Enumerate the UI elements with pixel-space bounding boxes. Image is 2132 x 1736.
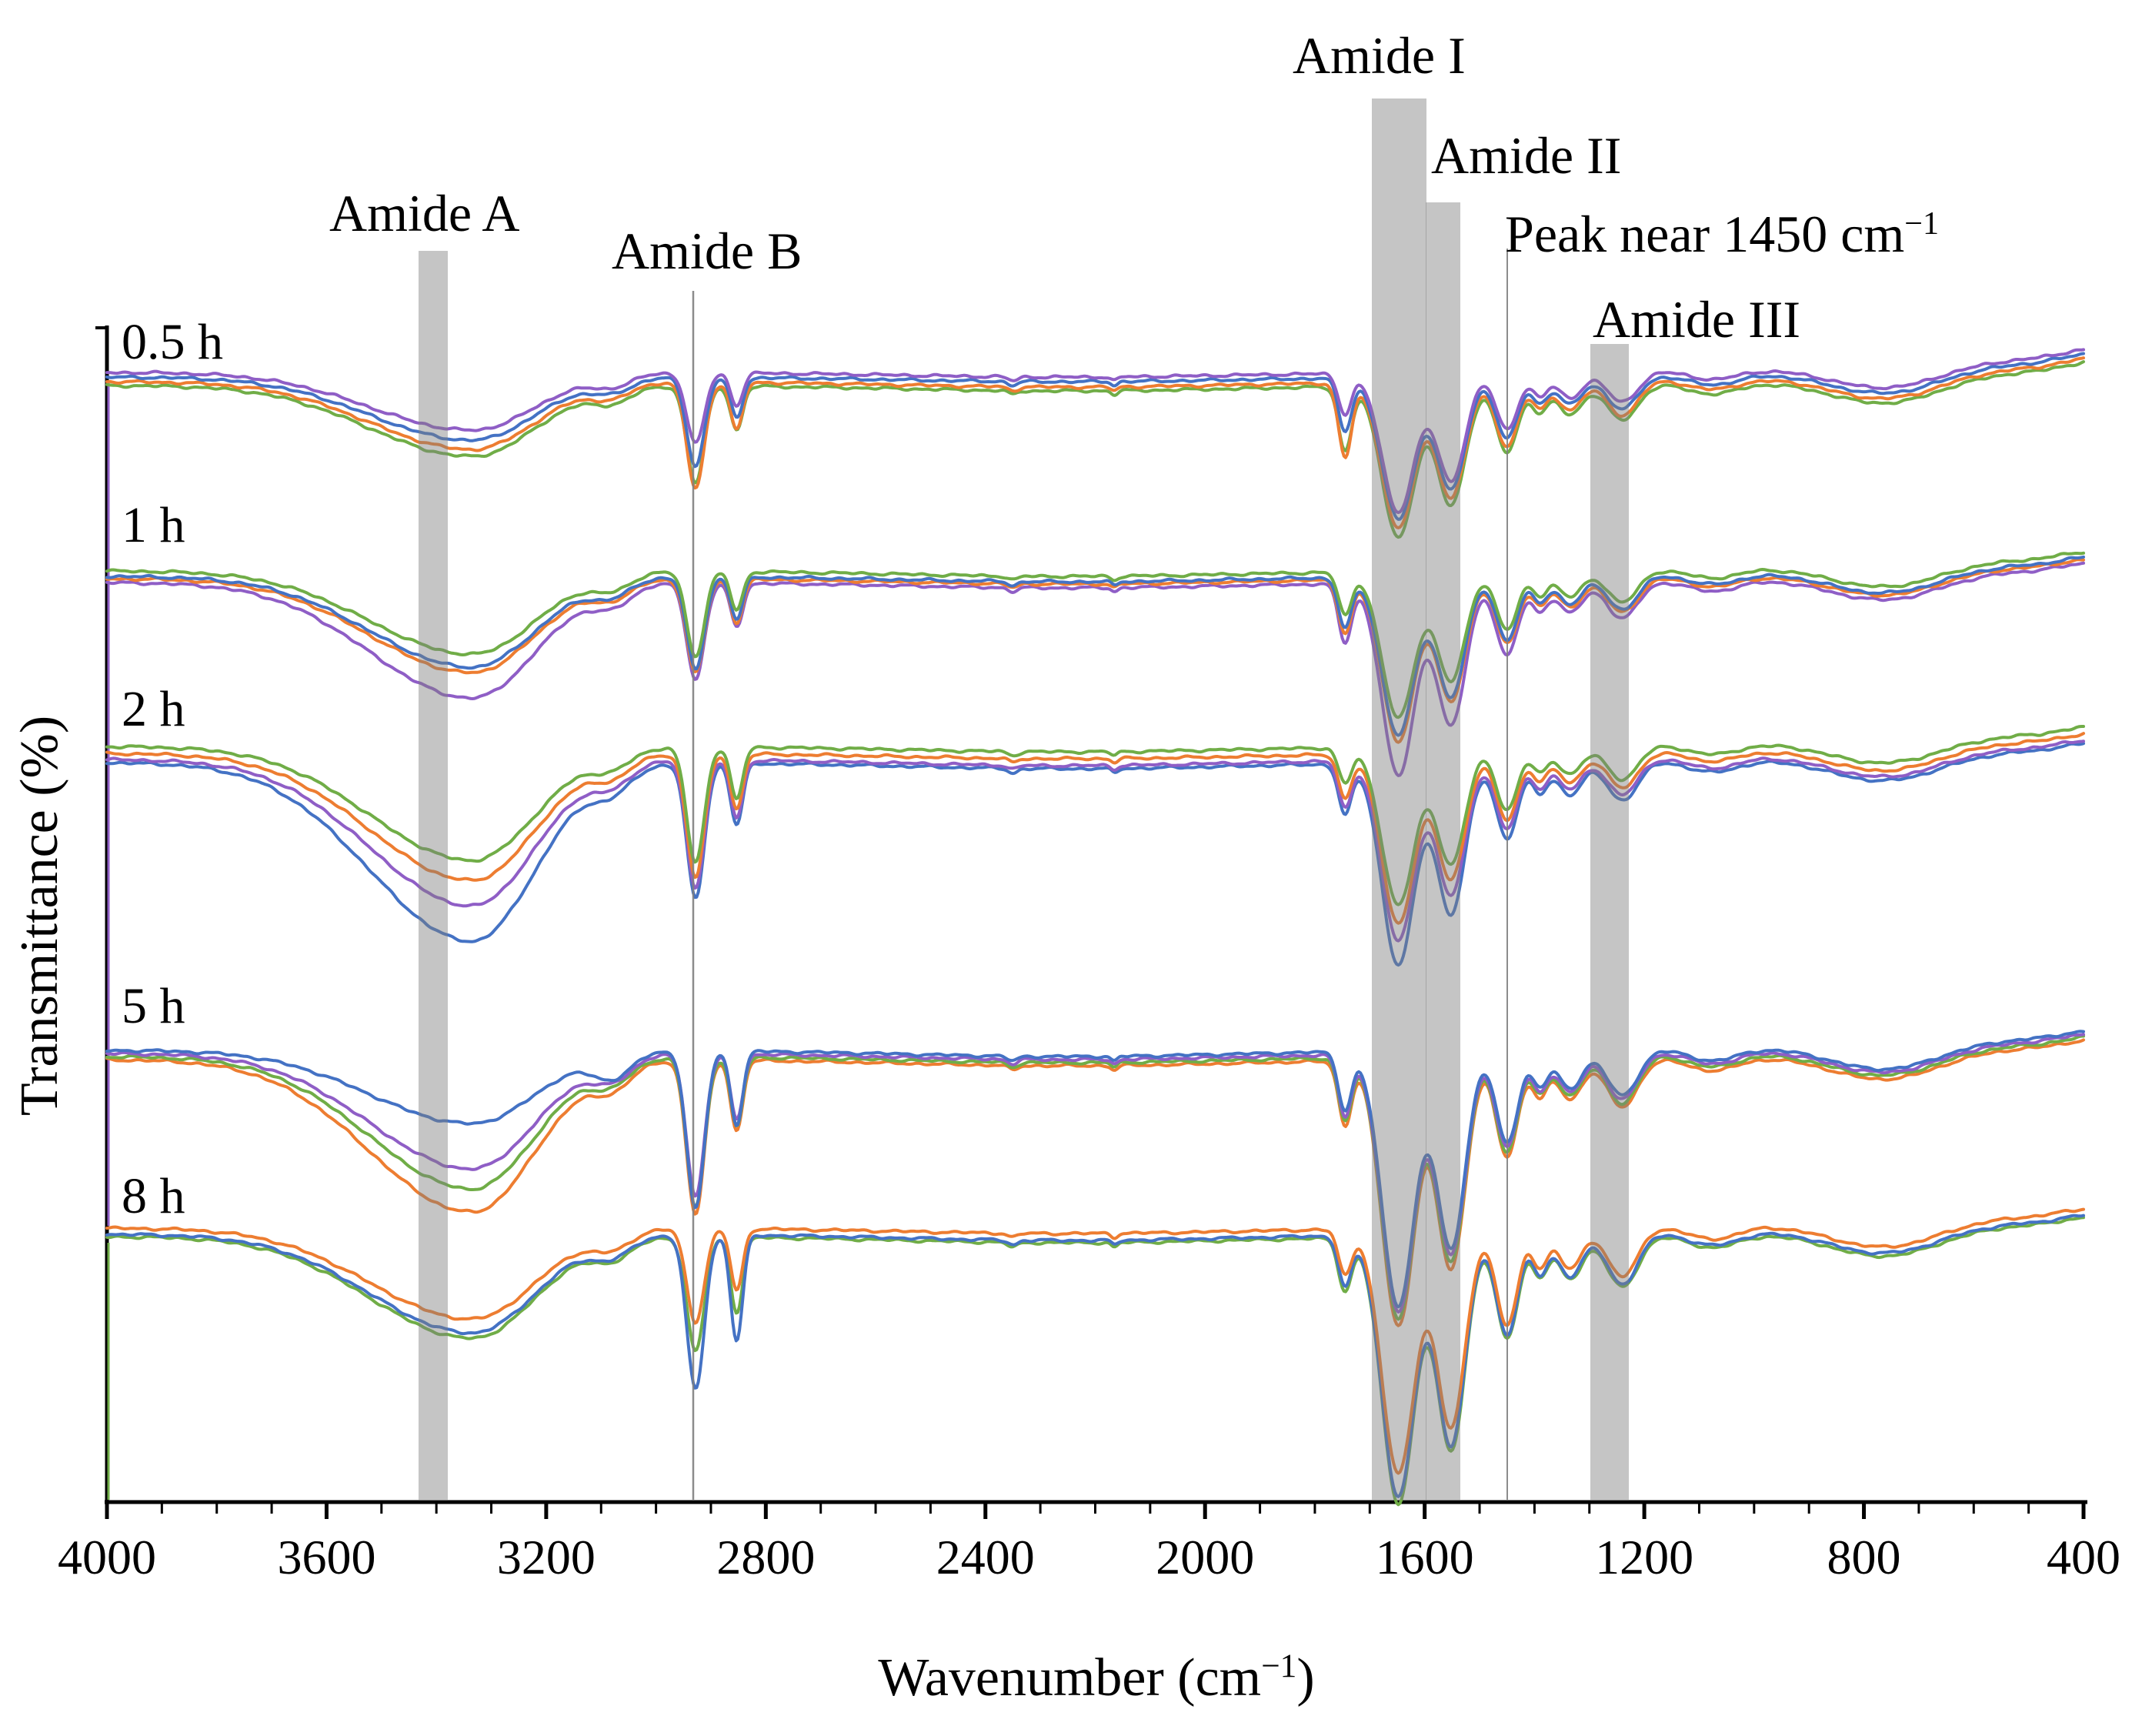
x-tick-label-3200: 3200	[496, 1530, 596, 1584]
x-tick-label-2400: 2400	[936, 1530, 1035, 1584]
x-tick-label-400: 400	[2047, 1530, 2120, 1584]
axes-layer	[95, 326, 2087, 1519]
superscript: −1	[1261, 1648, 1297, 1685]
x-tick-label-3600: 3600	[277, 1530, 376, 1584]
x-tick-label-1600: 1600	[1375, 1530, 1474, 1584]
annotation-amide-ii: Amide II	[1431, 126, 1622, 185]
x-tick-label-1200: 1200	[1595, 1530, 1694, 1584]
amide-iii-band	[1590, 344, 1629, 1500]
group-label-5h: 5 h	[122, 978, 185, 1034]
y-axis-title: Transmittance (%)	[10, 715, 69, 1117]
spectrum-line-0.5h-purple	[105, 348, 2085, 514]
annotation-amide-i: Amide I	[1293, 26, 1466, 85]
x-axis-title: Wavenumber (cm−1)	[878, 1648, 1315, 1708]
spectra-lines-layer	[105, 348, 2085, 1507]
spectrum-line-5h-purple	[105, 1033, 2085, 1314]
amide-a-band	[419, 251, 448, 1500]
x-tick-label-4000: 4000	[58, 1530, 156, 1584]
spectrum-line-5h-orange	[105, 1038, 2085, 1327]
x-tick-label-2800: 2800	[716, 1530, 816, 1584]
spectrum-line-2h-orange	[105, 732, 2085, 925]
x-tick-label-2000: 2000	[1156, 1530, 1255, 1584]
group-label-2h: 2 h	[122, 681, 185, 737]
spectrum-line-1h-purple	[105, 561, 2085, 777]
superscript: −1	[1904, 205, 1940, 242]
spectrum-line-0.5h-orange	[105, 356, 2085, 529]
annotation-peak-1450: Peak near 1450 cm−1	[1505, 205, 1940, 263]
spectrum-line-0.5h-blue	[105, 352, 2085, 521]
spectrum-line-2h-purple	[105, 739, 2085, 943]
spectrum-line-2h-green	[105, 725, 2085, 906]
spectrum-line-1h-green	[105, 551, 2085, 719]
spectrum-line-2h-blue	[105, 742, 2085, 967]
spectrum-line-1h-orange	[105, 558, 2085, 744]
spectrum-line-8h-green	[105, 1216, 2085, 1507]
spectrum-line-8h-orange	[105, 1207, 2085, 1475]
amide-ii-band	[1426, 202, 1460, 1500]
amide-i-band	[1372, 98, 1426, 1500]
spectrum-line-0.5h-green	[105, 360, 2085, 539]
x-tick-label-800: 800	[1827, 1530, 1901, 1584]
spectrum-line-1h-blue	[105, 555, 2085, 737]
annotation-amide-iii: Amide III	[1593, 290, 1801, 349]
annotation-amide-b: Amide B	[612, 222, 802, 280]
group-label-8h: 8 h	[122, 1168, 185, 1224]
group-label-0.5h: 0.5 h	[122, 314, 223, 370]
spectrum-line-5h-green	[105, 1034, 2085, 1321]
spectrum-line-5h-blue	[105, 1030, 2085, 1309]
group-label-1h: 1 h	[122, 497, 185, 553]
annotation-amide-a: Amide A	[329, 184, 520, 242]
highlight-bands-layer	[419, 98, 1629, 1500]
spectrum-line-8h-blue	[105, 1214, 2085, 1498]
